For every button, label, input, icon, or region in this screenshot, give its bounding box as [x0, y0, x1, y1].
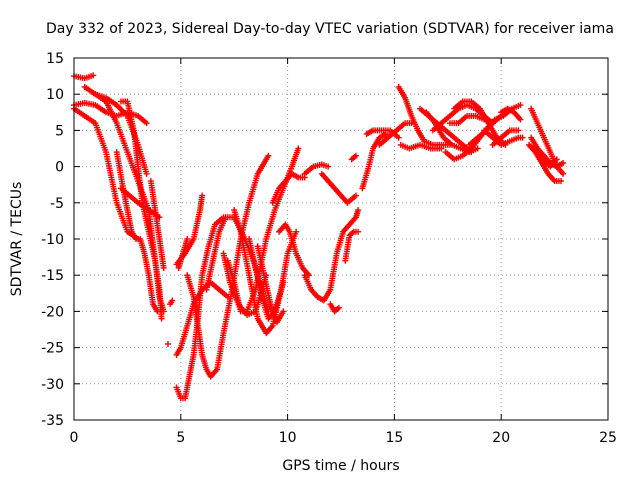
data-series: [342, 228, 362, 264]
data-point: [295, 145, 302, 152]
data-point: [438, 145, 445, 152]
data-point: [184, 236, 191, 242]
data-series: [71, 105, 142, 242]
data-series: [117, 98, 165, 322]
data-layer: [71, 72, 567, 402]
data-series: [81, 83, 150, 177]
data-point: [352, 192, 359, 199]
data-point: [280, 308, 287, 315]
data-series: [175, 236, 191, 271]
data-series: [376, 120, 415, 148]
data-point: [154, 308, 161, 315]
data-series: [327, 301, 342, 315]
data-series: [301, 161, 332, 177]
data-point: [160, 264, 167, 271]
data-series: [147, 178, 167, 271]
data-series: [276, 221, 312, 279]
data-series: [145, 272, 161, 315]
data-series: [173, 192, 206, 268]
data-point: [355, 228, 362, 235]
data-series: [167, 297, 176, 308]
data-point: [158, 315, 165, 322]
data-series: [359, 131, 389, 192]
data-point: [199, 192, 206, 199]
data-series: [301, 207, 362, 304]
data-series: [164, 340, 171, 347]
data-series: [318, 170, 359, 206]
data-series: [395, 83, 453, 148]
data-point: [335, 304, 342, 311]
data-point: [355, 207, 362, 214]
data-series: [269, 170, 308, 206]
data-series: [184, 152, 272, 380]
data-point: [280, 279, 287, 286]
data-point: [395, 134, 402, 141]
data-point: [265, 152, 272, 159]
data-series: [254, 243, 287, 326]
data-point: [143, 170, 150, 177]
data-series: [246, 236, 287, 322]
data-point: [164, 340, 171, 347]
data-series: [348, 152, 359, 163]
data-point: [352, 152, 359, 159]
data-point: [325, 163, 332, 170]
data-point: [293, 228, 300, 235]
data-series: [397, 141, 445, 152]
data-point: [90, 72, 97, 79]
data-point: [408, 120, 415, 127]
data-series: [363, 127, 402, 141]
data-point: [169, 297, 176, 304]
data-point: [143, 120, 150, 127]
data-series: [71, 72, 97, 82]
